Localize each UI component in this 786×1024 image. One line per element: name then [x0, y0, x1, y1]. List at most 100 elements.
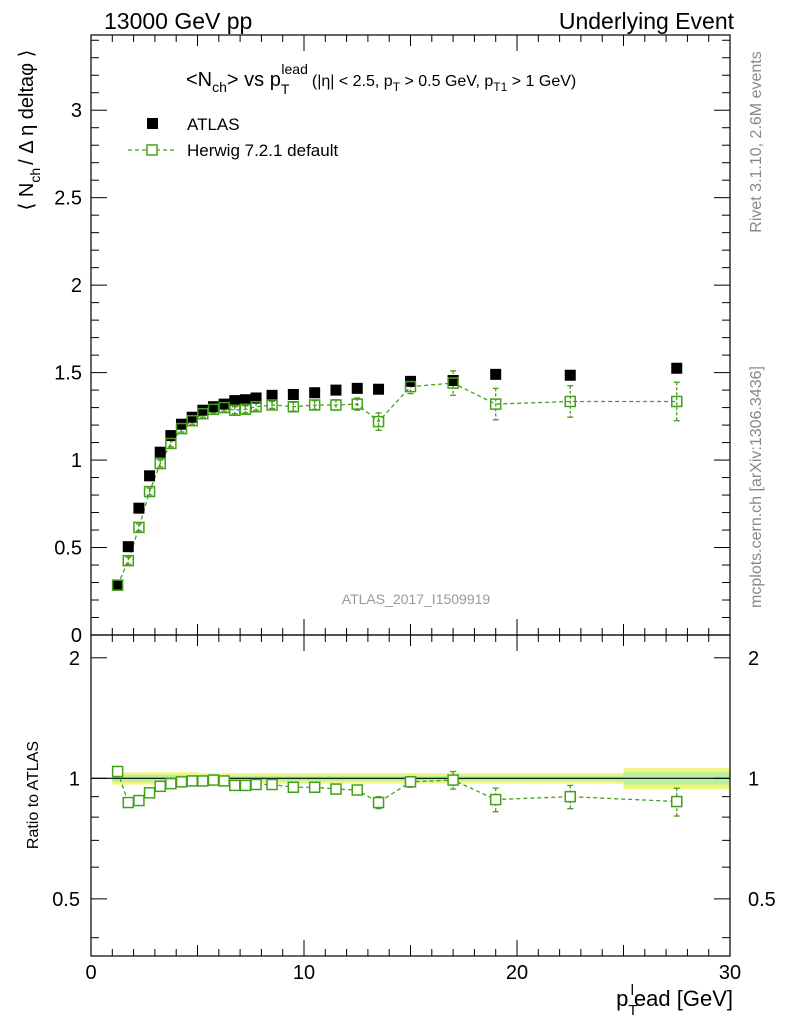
title-cuts-e: > 1 GeV): [507, 73, 576, 90]
xlabel-rest: ead [GeV]: [634, 986, 733, 1011]
ratio-point: [404, 776, 417, 788]
herwig-point: [143, 485, 156, 498]
ratio-point: [489, 793, 502, 806]
ratio-y-tick-label-right: 1: [748, 768, 759, 790]
ratio-point: [154, 780, 166, 793]
ratio-panel: 0.5 0.5 1 1 2 2 0 10 20 30 Ratio to ATLAS pTlead…: [25, 634, 776, 1019]
ratio-point: [133, 794, 145, 807]
herwig-point: [154, 457, 166, 470]
title-ch: ch: [212, 79, 227, 95]
main-y-tick-labels: 0 0.5 1 1.5 2 2.5 3: [54, 100, 82, 647]
atlas-point: [351, 382, 363, 394]
herwig-point: [330, 399, 342, 411]
ratio-point: [239, 779, 252, 792]
y-tick-label: 2: [71, 275, 82, 297]
herwig-point: [447, 377, 459, 389]
title-cuts-c: > 0.5 GeV, p: [400, 73, 493, 90]
xlabel-p: p: [616, 986, 628, 1011]
title-lead: lead: [281, 61, 307, 77]
atlas-point: [218, 398, 230, 410]
atlas-point: [144, 470, 156, 482]
ratio-point: [372, 796, 385, 809]
herwig-point: [122, 554, 135, 567]
ratio-point: [564, 790, 576, 803]
atlas-point: [490, 368, 502, 380]
ratio-y-tick-label: 1: [69, 768, 80, 790]
ratio-point: [287, 781, 300, 793]
y-tick-label: 1.5: [54, 363, 82, 385]
x-tick-label: 20: [506, 962, 528, 984]
ratio-y-tick-label: 0.5: [52, 889, 80, 911]
herwig-point: [186, 414, 198, 427]
ratio-plot-frame: [90, 634, 731, 957]
mcplots-label: mcplots.cern.ch [arXiv:1306.3436]: [748, 366, 765, 608]
main-axis-ticks: [90, 35, 731, 636]
y-tick-label: 0.5: [54, 538, 82, 560]
title-T: T: [281, 81, 290, 97]
ylabel-part-1: ⟨ N: [16, 183, 38, 211]
herwig-point: [111, 579, 124, 591]
x-tick-labels: 0 10 20 30: [85, 962, 741, 984]
legend-label-herwig: Herwig 7.2.1 default: [187, 141, 338, 160]
xlabel-T: T: [628, 1002, 637, 1019]
atlas-point: [207, 401, 219, 413]
atlas-point: [250, 392, 262, 404]
herwig-point: [489, 398, 502, 410]
ratio-point: [165, 777, 177, 790]
title-n: <N: [186, 69, 212, 91]
ratio-point: [186, 775, 198, 787]
rivet-label: Rivet 3.1.10, 2.6M events: [748, 51, 765, 232]
atlas-point: [239, 394, 251, 406]
main-y-axis-label: ⟨ Nch / Δ η deltaφ ⟩: [16, 50, 43, 211]
ratio-point: [122, 796, 135, 809]
ratio-point: [229, 779, 241, 792]
ratio-y-axis-label: Ratio to ATLAS: [25, 741, 42, 849]
header-right: Underlying Event: [559, 8, 735, 34]
herwig-point: [564, 395, 576, 408]
ratio-point: [308, 781, 321, 793]
legend-marker-atlas: [147, 118, 158, 129]
atlas-point: [165, 430, 177, 442]
atlas-point: [330, 384, 342, 396]
atlas-point: [112, 579, 124, 591]
herwig-point: [266, 399, 278, 411]
atlas-point: [266, 389, 278, 401]
herwig-point: [308, 399, 321, 411]
atlas-point: [122, 541, 134, 553]
atlas-point: [154, 446, 166, 458]
herwig-point: [250, 400, 262, 413]
ratio-point: [197, 775, 209, 787]
ratio-y-tick-label: 2: [69, 648, 80, 670]
ratio-point: [250, 778, 262, 791]
atlas-point: [447, 374, 459, 386]
ratio-point: [351, 784, 363, 796]
ratio-y-tick-label-right: 0.5: [748, 889, 776, 911]
atlas-point: [309, 387, 321, 399]
atlas-point: [229, 395, 241, 407]
herwig-point: [404, 380, 417, 393]
legend: ATLAS Herwig 7.2.1 default: [128, 115, 338, 160]
x-tick-label: 30: [719, 962, 741, 984]
ratio-point: [207, 774, 220, 786]
herwig-point: [671, 395, 683, 408]
ratio-point: [671, 795, 683, 808]
atlas-point: [287, 388, 299, 400]
analysis-tag: ATLAS_2017_I1509919: [342, 591, 491, 607]
atlas-point: [133, 502, 145, 514]
x-tick-label: 0: [85, 962, 96, 984]
ylabel-part-ch: ch: [27, 168, 43, 183]
ylabel-part-2: / Δ η deltaφ ⟩: [16, 50, 38, 165]
herwig-point: [165, 437, 177, 450]
ratio-y-tick-labels: 0.5 0.5 1 1 2 2: [52, 648, 776, 911]
atlas-point: [671, 362, 683, 374]
title-cuts-d: T1: [493, 80, 507, 94]
atlas-point: [197, 404, 209, 416]
herwig-point: [372, 415, 385, 428]
y-tick-label: 2.5: [54, 188, 82, 210]
ratio-point: [266, 778, 278, 791]
ratio-point: [218, 775, 230, 787]
title-vs: > vs p: [227, 69, 281, 91]
header-left: 13000 GeV pp: [104, 8, 252, 34]
title-cuts-a: (|η| < 2.5, p: [312, 73, 393, 90]
